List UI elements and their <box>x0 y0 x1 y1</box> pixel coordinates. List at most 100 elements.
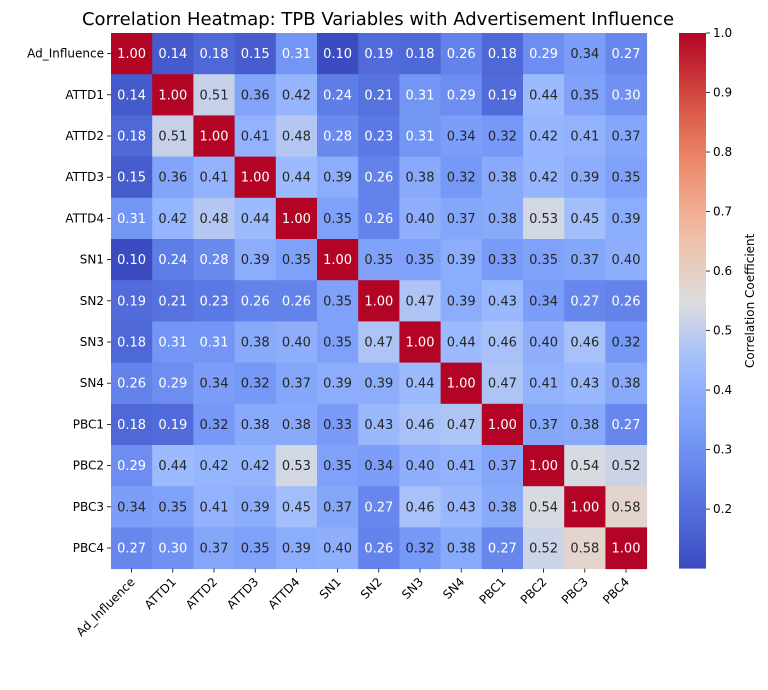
heatmap-cell <box>358 74 400 116</box>
cell-value-label: 0.40 <box>406 459 435 474</box>
cell-value-label: 0.39 <box>447 253 476 268</box>
heatmap-cell <box>399 33 442 75</box>
cell-value-label: 0.41 <box>241 130 270 145</box>
x-tick-label: PBC2 <box>518 575 550 607</box>
heatmap-cell <box>564 280 606 322</box>
cell-value-label: 0.48 <box>282 130 311 145</box>
x-tick-label: PBC4 <box>600 575 632 607</box>
heatmap-cell <box>481 115 524 158</box>
cell-value-label: 0.44 <box>447 336 476 351</box>
cell-value-label: 0.32 <box>241 377 270 392</box>
cell-value-label: 0.38 <box>447 542 476 557</box>
cell-value-label: 0.26 <box>117 377 146 392</box>
cell-value-label: 0.26 <box>447 47 476 62</box>
heatmap-cell <box>399 156 442 199</box>
x-tick-label: SN4 <box>440 575 467 602</box>
y-tick-label: SN4 <box>80 376 104 390</box>
heatmap-cell <box>152 74 194 116</box>
cell-value-label: 0.41 <box>200 500 229 515</box>
cell-value-label: 0.38 <box>241 336 270 351</box>
heatmap-cell <box>358 280 400 322</box>
heatmap-cell <box>481 403 524 446</box>
heatmap-cell <box>234 321 277 364</box>
cell-value-label: 0.39 <box>364 377 393 392</box>
cell-value-label: 0.35 <box>158 500 187 515</box>
cell-value-label: 0.54 <box>529 500 558 515</box>
colorbar-ticks: 0.2 0.3 0.4 0.5 0.6 0.7 0.8 0.9 1.0 <box>706 26 732 516</box>
cell-value-label: 0.34 <box>200 377 229 392</box>
cell-value-label: 0.36 <box>158 171 187 186</box>
heatmap-cell <box>152 486 194 528</box>
heatmap-cell <box>564 197 606 240</box>
cell-value-label: 0.15 <box>117 171 146 186</box>
heatmap-cell <box>275 321 318 364</box>
heatmap-cell <box>564 74 606 116</box>
heatmap-cell <box>193 239 236 281</box>
cell-value-label: 0.45 <box>570 212 599 227</box>
cell-value-label: 0.26 <box>282 294 311 309</box>
heatmap-cell <box>481 197 524 240</box>
heatmap-cell <box>358 239 400 281</box>
heatmap-cell <box>605 156 648 199</box>
cell-value-label: 0.27 <box>570 294 599 309</box>
cell-value-label: 0.53 <box>529 212 558 227</box>
heatmap-cell <box>440 33 483 75</box>
cell-value-label: 0.39 <box>241 500 270 515</box>
heatmap-cell <box>111 362 153 405</box>
cell-value-label: 0.46 <box>406 500 435 515</box>
cell-value-label: 0.31 <box>406 88 435 103</box>
y-tick-labels: Ad_Influence ATTD1 ATTD2 ATTD3 ATTD4 SN1 SN2 SN… <box>27 47 111 555</box>
chart-title: Correlation Heatmap: TPB Variables with … <box>82 9 674 30</box>
heatmap-cell <box>152 239 194 281</box>
heatmap-cell <box>317 403 359 446</box>
colorbar-tick-label: 0.6 <box>713 264 732 278</box>
x-tick-label: SN2 <box>358 575 385 602</box>
colorbar-tick-label: 0.7 <box>713 205 732 219</box>
cell-value-label: 0.47 <box>488 377 517 392</box>
heatmap-cell <box>358 445 400 487</box>
cell-value-label: 0.18 <box>117 336 146 351</box>
colorbar-tick-label: 0.9 <box>713 86 732 100</box>
cell-value-label: 0.26 <box>612 294 641 309</box>
cell-value-label: 0.39 <box>570 171 599 186</box>
cell-value-label: 0.26 <box>364 171 393 186</box>
heatmap-cell <box>193 280 236 322</box>
cell-value-label: 1.00 <box>612 542 641 557</box>
heatmap-cell <box>152 362 194 405</box>
heatmap-cell <box>440 321 483 364</box>
heatmap-cell <box>152 321 194 364</box>
cell-value-label: 0.34 <box>447 130 476 145</box>
heatmap-cell <box>605 362 648 405</box>
cell-value-label: 0.30 <box>612 88 641 103</box>
heatmap-cell <box>234 486 277 528</box>
cell-value-label: 0.26 <box>241 294 270 309</box>
cell-value-label: 0.27 <box>117 542 146 557</box>
cell-value-label: 0.39 <box>612 212 641 227</box>
heatmap-cell <box>481 362 524 405</box>
cell-value-label: 0.39 <box>241 253 270 268</box>
cell-value-label: 0.44 <box>406 377 435 392</box>
heatmap-cell <box>317 527 359 570</box>
heatmap-cell <box>152 33 194 75</box>
colorbar-tick-label: 0.2 <box>713 502 732 516</box>
cell-value-label: 0.53 <box>282 459 311 474</box>
heatmap-cell <box>275 156 318 199</box>
colorbar-tick-label: 0.5 <box>713 324 732 338</box>
cell-value-label: 0.41 <box>447 459 476 474</box>
heatmap-cell <box>440 74 483 116</box>
heatmap-cell <box>234 197 277 240</box>
cell-value-label: 0.27 <box>488 542 517 557</box>
heatmap-cell <box>234 445 277 487</box>
heatmap-cell <box>523 486 565 528</box>
cell-value-label: 0.35 <box>364 253 393 268</box>
cell-value-label: 0.28 <box>323 130 352 145</box>
heatmap-cell <box>234 403 277 446</box>
heatmap-cell <box>399 445 442 487</box>
cell-value-label: 0.44 <box>241 212 270 227</box>
cell-value-label: 0.38 <box>488 500 517 515</box>
heatmap-cell <box>481 321 524 364</box>
heatmap-cell <box>193 115 236 158</box>
cell-value-label: 0.47 <box>406 294 435 309</box>
heatmap-cell <box>399 362 442 405</box>
x-tick-label: SN3 <box>399 575 426 602</box>
